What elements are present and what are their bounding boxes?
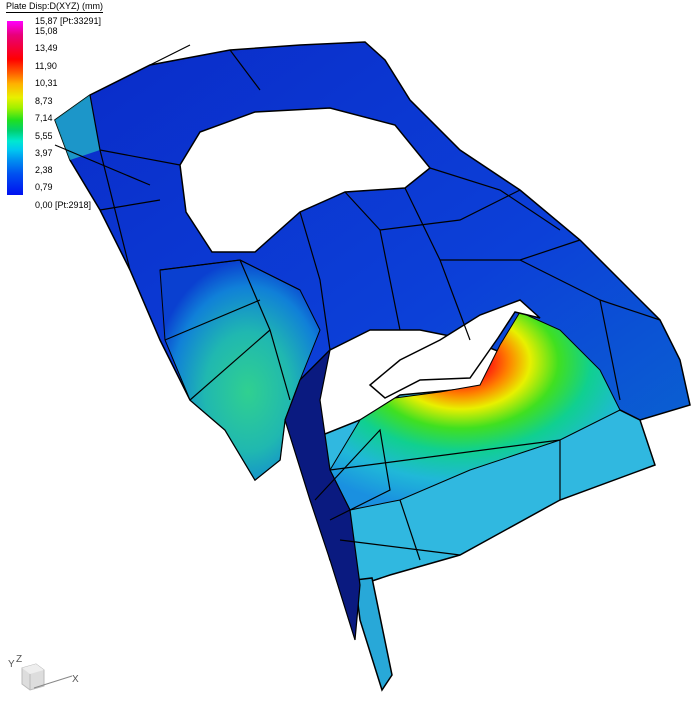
triad-x-label: X	[72, 674, 79, 685]
lower-hole	[368, 299, 541, 399]
triad-y-label: Y	[8, 659, 15, 670]
triad-z-label: Z	[16, 654, 23, 665]
legend-tick: 15,08	[35, 26, 58, 36]
vertical-fin	[354, 577, 393, 692]
legend-max-label: 15,87 [Pt:33291]	[35, 16, 102, 26]
legend-tick: 11,90	[35, 61, 57, 71]
legend-colorbar	[7, 21, 23, 195]
legend-tick: 10,31	[35, 78, 58, 88]
legend-tick: 8,73	[35, 96, 53, 106]
legend-tick: 2,38	[35, 165, 53, 175]
legend-tick: 5,55	[35, 131, 53, 141]
left-edge-contour	[55, 95, 100, 160]
legend-tick: 13,49	[35, 43, 58, 53]
legend-title: Plate Disp:D(XYZ) (mm)	[6, 1, 104, 13]
legend-tick: 3,97	[35, 148, 53, 158]
legend-tick: 0,79	[35, 182, 53, 192]
mesh-lines	[54, 44, 661, 561]
legend-min-label: 0,00 [Pt:2918]	[35, 200, 92, 210]
triad-cube-icon	[21, 663, 73, 691]
legend-tick: 7,14	[35, 113, 53, 123]
